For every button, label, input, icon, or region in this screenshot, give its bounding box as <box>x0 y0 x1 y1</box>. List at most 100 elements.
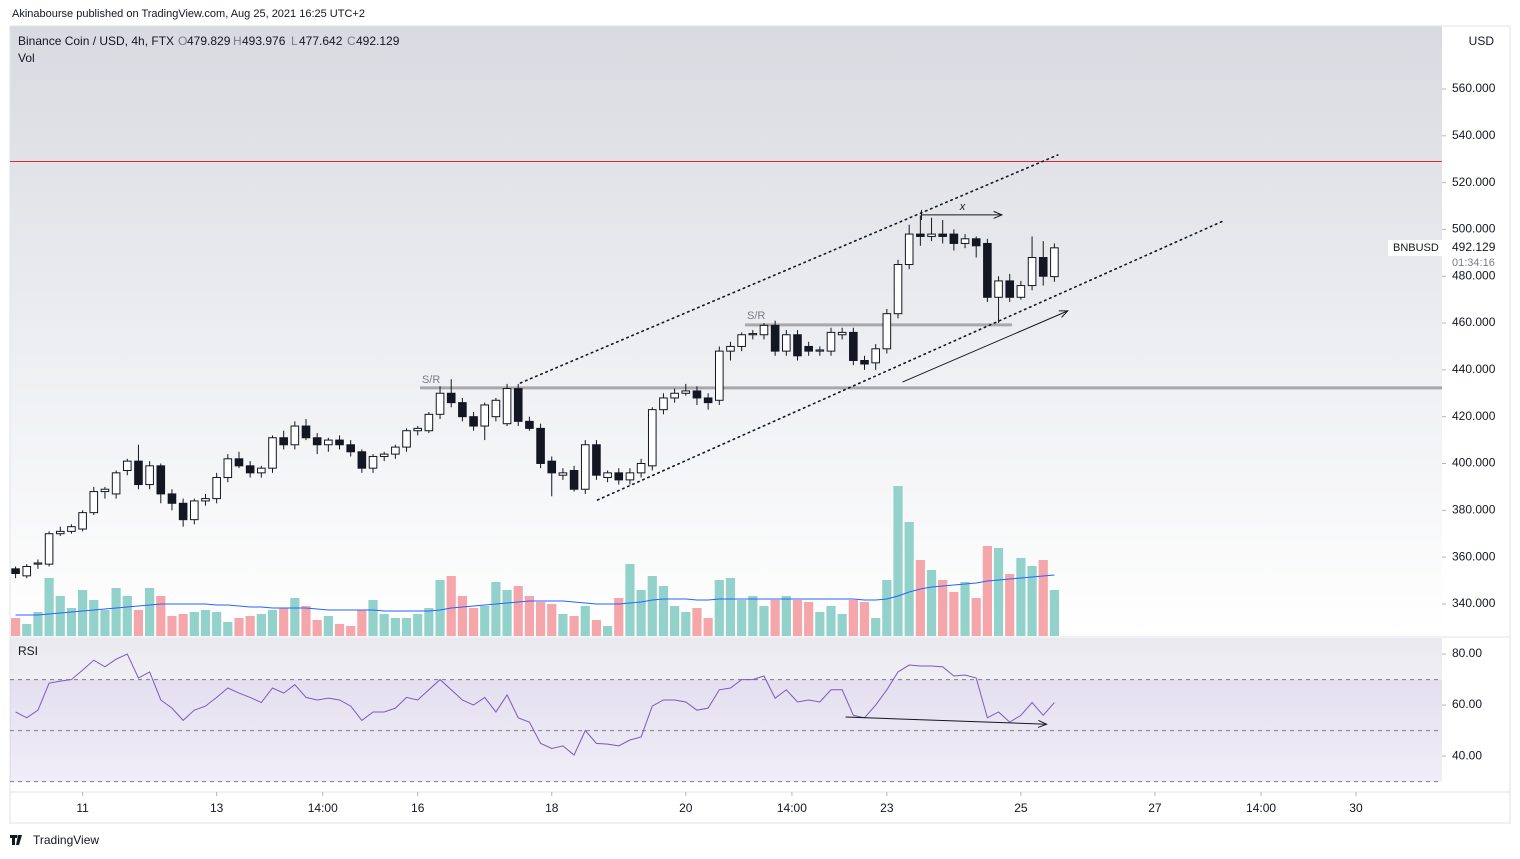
arrow-head <box>993 210 1004 219</box>
candle-body <box>346 444 355 453</box>
y-tick-label: 540.000 <box>1452 128 1496 142</box>
volume-bar <box>44 578 54 636</box>
rsi-line <box>15 653 1055 756</box>
candle-body <box>55 530 65 535</box>
candle-body <box>927 233 936 237</box>
x-annotation: x <box>959 201 966 213</box>
x-tick-label: 30 <box>1349 801 1363 815</box>
volume-bar <box>413 614 423 636</box>
candle-body <box>726 345 735 352</box>
candle-body <box>44 533 54 565</box>
volume-bar <box>725 578 736 636</box>
volume-label: Vol <box>18 51 35 65</box>
volume-bar <box>681 612 691 636</box>
candle-body <box>547 460 557 474</box>
candle-body <box>335 439 344 446</box>
volume-bar <box>312 620 322 636</box>
volume-bar <box>692 608 702 636</box>
volume-bar <box>223 622 233 636</box>
candle-body <box>625 472 635 481</box>
candle-body <box>580 444 590 490</box>
volume-bar <box>569 616 579 636</box>
volume-bar <box>178 614 188 636</box>
candle-body <box>245 465 255 474</box>
volume-bar <box>212 612 222 636</box>
volume-bar <box>949 592 959 636</box>
candle-body <box>290 425 300 446</box>
ohlc-l-value: 477.642 <box>299 34 343 48</box>
volume-bar <box>245 616 255 636</box>
candle-body <box>815 349 825 352</box>
candle-body <box>279 437 288 446</box>
volume-bar <box>625 564 635 636</box>
volume-bar <box>748 596 758 636</box>
rsi-tick-label: 40.00 <box>1452 748 1482 762</box>
candle-body <box>212 477 221 500</box>
candle-body <box>949 233 959 244</box>
volume-bar <box>10 618 21 636</box>
candle-body <box>78 512 87 530</box>
x-tick-label: 18 <box>545 801 559 815</box>
volume-bar <box>323 616 333 636</box>
arrow <box>921 210 1004 219</box>
ohlc-l: L <box>291 34 298 48</box>
volume-bar <box>547 604 557 636</box>
arrow-shaft <box>902 310 1069 383</box>
volume-bar <box>535 602 546 636</box>
volume-bar <box>859 602 870 636</box>
volume-bar <box>346 626 356 636</box>
candle-body <box>111 472 121 495</box>
volume-bar <box>401 618 412 636</box>
candle-body <box>647 409 657 467</box>
candle-body <box>659 397 668 411</box>
candle-body <box>759 324 769 336</box>
candle-body <box>882 313 892 350</box>
x-tick-label: 14:00 <box>777 801 807 815</box>
candle-body <box>513 388 523 422</box>
volume-bar <box>804 602 814 636</box>
price-pane <box>10 26 1442 636</box>
volume-bar <box>480 606 490 636</box>
channel-line <box>596 219 1227 501</box>
candle-body <box>145 465 154 486</box>
volume-bar <box>915 560 925 636</box>
x-tick-label: 23 <box>880 801 894 815</box>
volume-bar <box>904 522 914 636</box>
volume-bar <box>815 612 825 636</box>
volume-bar <box>290 598 300 636</box>
countdown: 01:34:16 <box>1452 257 1495 269</box>
ohlc-o: O <box>178 34 187 48</box>
sr-annotation: S/R <box>422 374 440 386</box>
volume-bar <box>89 600 99 636</box>
volume-bar <box>189 612 199 636</box>
candle-body <box>558 472 568 476</box>
candle-body <box>614 472 624 481</box>
volume-bar <box>1049 590 1059 636</box>
frame <box>9 25 1511 824</box>
ohlc-c: C <box>347 34 356 48</box>
candle-body <box>22 565 32 577</box>
candle-body <box>703 397 713 404</box>
volume-bar <box>1038 560 1048 636</box>
volume-bar <box>982 546 992 636</box>
candle-body <box>636 462 646 474</box>
y-tick-label: 480.000 <box>1452 268 1496 282</box>
candle-body <box>983 242 992 298</box>
volume-bar <box>826 606 836 636</box>
volume-bar <box>770 600 780 636</box>
rsi-arrow-head <box>1037 719 1048 728</box>
volume-bar <box>971 598 981 636</box>
ohlc-h: H <box>233 34 242 48</box>
volume-bar <box>491 582 501 636</box>
volume-ma <box>15 574 1055 616</box>
ohlc-h-value: 493.976 <box>242 34 286 48</box>
volume-bar <box>200 610 211 636</box>
x-tick-label: 27 <box>1148 801 1162 815</box>
volume-bar <box>714 580 724 636</box>
x-tick-label: 13 <box>210 801 224 815</box>
volume-bar <box>435 580 445 636</box>
candle-body <box>435 392 445 415</box>
rsi-arrow <box>845 716 1048 728</box>
